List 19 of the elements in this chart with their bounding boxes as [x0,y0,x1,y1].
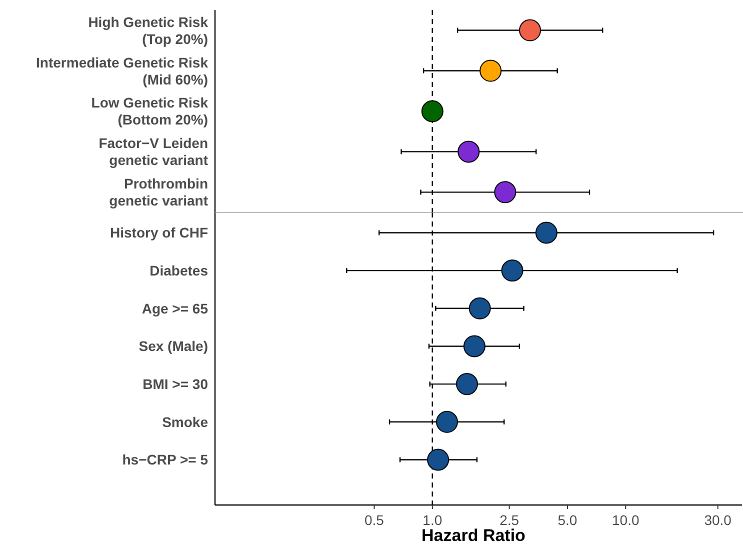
x-tick-label: 30.0 [704,512,732,528]
y-tick-label: Low Genetic Risk (Bottom 20%) [91,94,208,128]
y-tick-label: Sex (Male) [138,338,208,354]
x-tick-label: 1.0 [422,512,442,528]
x-tick-label: 10.0 [612,512,640,528]
x-tick-label: 0.5 [364,512,384,528]
x-tick-label: 5.0 [558,512,578,528]
y-tick-label: Age >= 65 [142,300,208,316]
x-axis-title: Hazard Ratio [422,526,526,545]
y-tick-label: Factor−V Leiden genetic variant [98,135,208,168]
y-tick-label: High Genetic Risk (Top 20%) [88,14,208,47]
x-tick-label: 2.5 [500,512,520,528]
y-tick-label: Prothrombin genetic variant [109,176,208,209]
y-tick-label: hs−CRP >= 5 [122,452,208,468]
y-tick-label: Intermediate Genetic Risk (Mid 60%) [36,54,208,88]
y-tick-label: History of CHF [110,224,208,241]
y-tick-label: Diabetes [150,262,208,279]
y-tick-label: BMI >= 30 [142,376,208,392]
y-tick-label: Smoke [162,414,208,430]
